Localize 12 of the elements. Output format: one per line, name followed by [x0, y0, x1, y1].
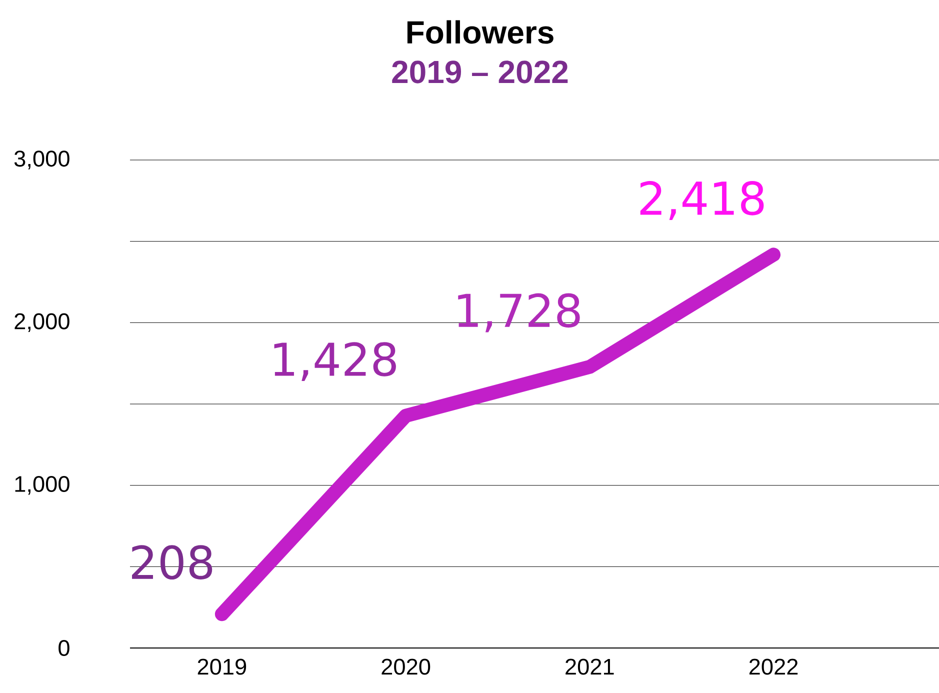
y-tick-label: 3,000 — [14, 150, 70, 170]
data-label: 1,428 — [274, 342, 396, 382]
chart-title: Followers — [407, 20, 554, 44]
x-tick-label: 2020 — [382, 658, 430, 675]
chart-subtitle: 2019 – 2022 — [392, 60, 568, 84]
x-tick-label: 2022 — [749, 658, 798, 675]
data-label: 2,418 — [640, 181, 764, 220]
x-tick-label: 2021 — [566, 658, 614, 675]
y-tick-label: 1,000 — [15, 476, 70, 495]
x-tick-label: 2019 — [198, 658, 246, 675]
y-tick-label: 0 — [58, 640, 70, 656]
y-tick-label: 2,000 — [14, 313, 70, 332]
